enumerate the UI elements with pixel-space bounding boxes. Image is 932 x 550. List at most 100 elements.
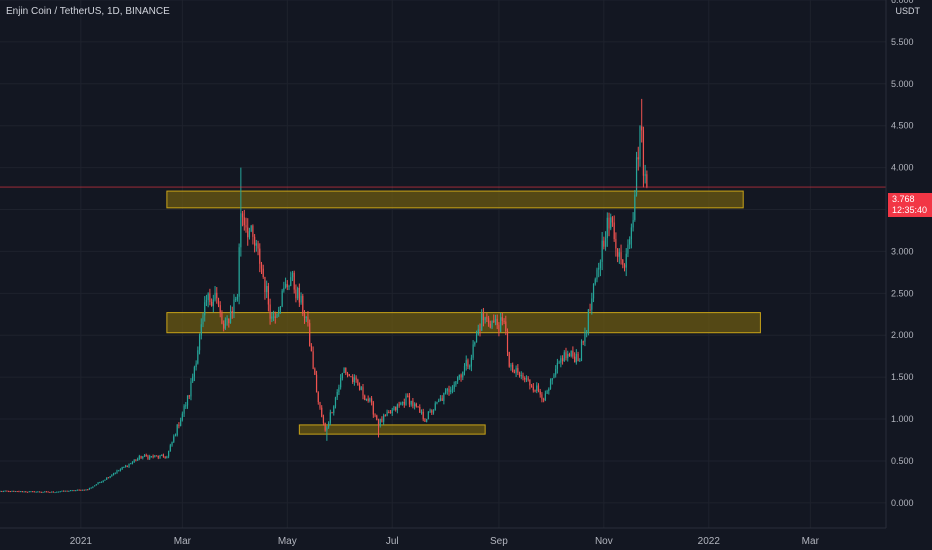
candle bbox=[422, 408, 424, 422]
candle bbox=[350, 375, 352, 378]
candle-body bbox=[223, 323, 225, 329]
candle bbox=[119, 468, 122, 472]
candle-body bbox=[410, 400, 412, 405]
candle-body bbox=[489, 323, 491, 328]
candle bbox=[75, 490, 77, 492]
candle bbox=[302, 293, 304, 317]
candle bbox=[377, 418, 380, 438]
candle-body bbox=[522, 375, 524, 379]
price-zone bbox=[166, 312, 761, 334]
candle-body bbox=[417, 406, 419, 408]
candle-body bbox=[221, 313, 223, 324]
candle bbox=[622, 258, 624, 269]
candle bbox=[324, 422, 326, 432]
candle-body bbox=[209, 293, 211, 302]
candle-body bbox=[560, 358, 562, 363]
candle-body bbox=[317, 392, 319, 403]
candle bbox=[164, 456, 166, 459]
candle bbox=[331, 411, 333, 414]
candle bbox=[444, 388, 447, 395]
candle-body bbox=[333, 406, 335, 413]
candle bbox=[200, 318, 202, 340]
candle bbox=[186, 395, 189, 409]
candle bbox=[56, 491, 58, 493]
candle bbox=[26, 491, 29, 493]
candle bbox=[16, 491, 18, 493]
candle bbox=[23, 491, 25, 493]
candle bbox=[192, 373, 194, 384]
candle-body bbox=[543, 399, 545, 401]
candle-body bbox=[121, 467, 123, 470]
candle-body bbox=[133, 460, 135, 462]
candle-body bbox=[161, 454, 163, 456]
candle bbox=[18, 490, 20, 493]
candle bbox=[33, 491, 36, 493]
candle-body bbox=[9, 491, 11, 493]
candle bbox=[88, 487, 91, 490]
candle-body bbox=[100, 481, 103, 483]
candle bbox=[395, 406, 397, 412]
candle bbox=[570, 350, 572, 358]
candle-body bbox=[307, 317, 309, 324]
candle bbox=[420, 409, 423, 415]
candle-body bbox=[16, 491, 18, 493]
zones-layer bbox=[166, 190, 761, 435]
candle-body bbox=[525, 378, 528, 380]
candle bbox=[434, 401, 436, 411]
x-tick-label: Nov bbox=[595, 536, 613, 547]
candle-body bbox=[364, 395, 366, 400]
candle bbox=[539, 388, 541, 398]
candle-body bbox=[505, 321, 507, 332]
candle bbox=[360, 386, 362, 391]
candle-body bbox=[283, 287, 285, 291]
candle-body bbox=[300, 295, 302, 303]
candle-body bbox=[250, 225, 252, 232]
candle-body bbox=[395, 406, 397, 411]
candle-body bbox=[481, 313, 483, 331]
candle-body bbox=[422, 411, 424, 420]
candle bbox=[252, 224, 254, 245]
candle bbox=[188, 394, 190, 399]
candle bbox=[432, 409, 435, 415]
x-axis[interactable]: 2021 Mar May Jul Sep Nov 2022 Mar bbox=[70, 536, 820, 547]
candle-body bbox=[465, 360, 467, 367]
candle bbox=[374, 413, 376, 418]
candle-body bbox=[109, 476, 111, 478]
candle-body bbox=[18, 491, 20, 493]
candle bbox=[297, 286, 299, 301]
candle-body bbox=[518, 372, 521, 377]
candle bbox=[47, 491, 49, 493]
candle bbox=[319, 401, 321, 410]
candle-body bbox=[97, 482, 99, 485]
candle-body bbox=[52, 491, 54, 493]
candle-body bbox=[610, 217, 612, 229]
candle-body bbox=[574, 356, 576, 363]
candle-body bbox=[384, 415, 386, 417]
candle bbox=[596, 267, 598, 283]
candle-body bbox=[501, 317, 503, 321]
candle bbox=[315, 370, 318, 393]
candle bbox=[463, 363, 466, 376]
candle-body bbox=[436, 401, 438, 404]
candle-body bbox=[563, 352, 565, 362]
candle-body bbox=[186, 395, 189, 406]
candle bbox=[4, 490, 6, 492]
candle bbox=[114, 472, 116, 475]
candle-body bbox=[484, 317, 486, 321]
candle-body bbox=[426, 419, 428, 422]
candle bbox=[81, 489, 84, 491]
candle bbox=[515, 365, 517, 377]
candle-body bbox=[346, 372, 349, 375]
candle-body bbox=[460, 374, 462, 378]
candle bbox=[116, 469, 118, 474]
candle-body bbox=[498, 325, 500, 332]
candle-body bbox=[326, 427, 328, 431]
candle-body bbox=[424, 419, 426, 422]
candle bbox=[525, 375, 528, 383]
candle bbox=[99, 481, 101, 484]
candle bbox=[613, 215, 615, 242]
candle-body bbox=[474, 342, 476, 345]
candle-body bbox=[119, 469, 122, 471]
candle bbox=[371, 395, 373, 406]
